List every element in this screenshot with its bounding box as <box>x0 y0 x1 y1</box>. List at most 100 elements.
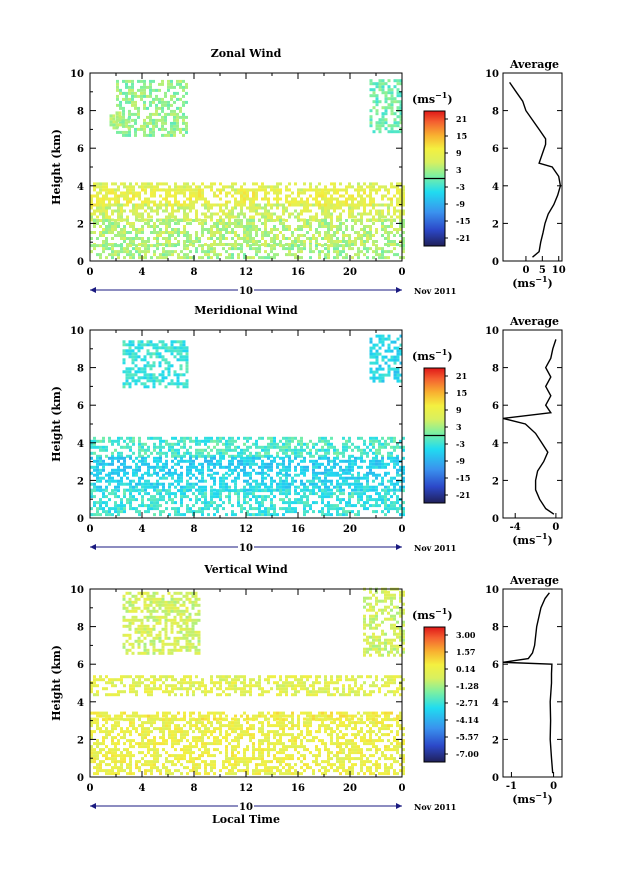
heatmap-cell <box>153 681 156 685</box>
heatmap-cell <box>249 482 252 486</box>
heatmap-cell <box>390 124 394 128</box>
heatmap-cell <box>144 684 147 688</box>
heatmap-cell <box>132 185 135 189</box>
heatmap-cell <box>378 492 381 496</box>
heatmap-cell <box>369 247 372 251</box>
heatmap-cell <box>129 489 132 493</box>
heatmap-cell <box>162 675 165 679</box>
heatmap-cell <box>387 638 390 642</box>
heatmap-cell <box>158 636 162 640</box>
heatmap-cell <box>258 188 261 192</box>
heatmap-cell <box>363 626 366 630</box>
heatmap-cell <box>198 510 201 514</box>
heatmap-cell <box>222 209 225 213</box>
heatmap-cell <box>333 492 336 496</box>
heatmap-cell <box>123 185 126 189</box>
heatmap-cell <box>168 482 171 486</box>
heatmap-cell <box>234 439 237 443</box>
heatmap-cell <box>102 215 105 219</box>
heatmap-cell <box>240 197 243 201</box>
heatmap-cell <box>282 501 285 505</box>
heatmap-cell <box>185 349 189 353</box>
heatmap-cell <box>93 465 96 469</box>
heatmap-cell <box>372 626 375 630</box>
heatmap-cell <box>375 510 378 514</box>
heatmap-cell <box>348 454 351 458</box>
heatmap-cell <box>300 482 303 486</box>
heatmap-cell <box>288 215 291 219</box>
heatmap-cell <box>183 439 186 443</box>
heatmap-cell <box>162 197 165 201</box>
heatmap-cell <box>381 222 384 225</box>
heatmap-cell <box>93 489 96 493</box>
heatmap-cell <box>336 215 339 219</box>
heatmap-cell <box>357 212 360 216</box>
heatmap-cell <box>306 225 309 228</box>
heatmap-cell <box>131 642 135 646</box>
heatmap-cell <box>126 222 129 225</box>
heatmap-cell <box>273 237 276 240</box>
heatmap-cell <box>375 492 378 496</box>
heatmap-cell <box>125 648 129 652</box>
heatmap-cell <box>90 684 93 688</box>
heatmap-cell <box>156 188 159 192</box>
heatmap-cell <box>402 225 405 228</box>
heatmap-cell <box>189 194 192 198</box>
heatmap-cell <box>159 448 162 452</box>
heatmap-cell <box>225 451 228 455</box>
heatmap-cell <box>396 370 400 374</box>
heatmap-cell <box>96 215 99 219</box>
heatmap-cell <box>204 459 207 463</box>
heatmap-cell <box>158 100 161 104</box>
heatmap-cell <box>396 473 399 477</box>
heatmap-cell <box>119 100 122 104</box>
heatmap-cell <box>135 684 138 688</box>
heatmap-cell <box>309 244 312 248</box>
heatmap-cell <box>121 120 125 124</box>
heatmap-cell <box>155 349 159 353</box>
heatmap-cell <box>369 234 372 237</box>
heatmap-cell <box>132 439 135 443</box>
heatmap-cell <box>318 489 321 493</box>
heatmap-cell <box>330 234 333 237</box>
heatmap-cell <box>249 456 252 460</box>
heatmap-cell <box>360 492 363 496</box>
heatmap-cell <box>108 219 111 222</box>
heatmap-cell <box>146 340 150 344</box>
heatmap-cell <box>399 653 402 657</box>
heatmap-cell <box>270 240 273 243</box>
heatmap-cell <box>186 451 189 455</box>
heatmap-cell <box>300 200 303 204</box>
heatmap-cell <box>261 510 264 514</box>
heatmap-cell <box>294 473 297 477</box>
heatmap-cell <box>99 212 102 216</box>
heatmap-cell <box>182 621 186 625</box>
heatmap-cell <box>197 636 201 640</box>
heatmap-cell <box>372 197 375 201</box>
heatmap-cell <box>168 234 171 237</box>
heatmap-cell <box>396 456 399 460</box>
heatmap-cell <box>162 439 165 443</box>
heatmap-cell <box>210 244 213 248</box>
heatmap-cell <box>225 231 228 234</box>
heatmap-cell <box>360 482 363 486</box>
heatmap-cell <box>360 194 363 198</box>
heatmap-cell <box>99 234 102 237</box>
heatmap-cell <box>309 215 312 219</box>
heatmap-cell <box>321 492 324 496</box>
heatmap-cell <box>390 240 393 243</box>
heatmap-cell <box>162 250 165 254</box>
heatmap-cell <box>285 468 288 472</box>
heatmap-cell <box>231 188 234 192</box>
heatmap-cell <box>318 231 321 234</box>
heatmap-cell <box>375 94 379 98</box>
heatmap-cell <box>131 94 134 98</box>
heatmap-cell <box>309 448 312 452</box>
heatmap-cell <box>174 237 177 240</box>
heatmap-cell <box>191 627 195 631</box>
heatmap-cell <box>120 468 123 472</box>
heatmap-cell <box>147 693 150 697</box>
heatmap-cell <box>150 681 153 685</box>
heatmap-cell <box>153 498 156 502</box>
heatmap-cell <box>170 648 174 652</box>
